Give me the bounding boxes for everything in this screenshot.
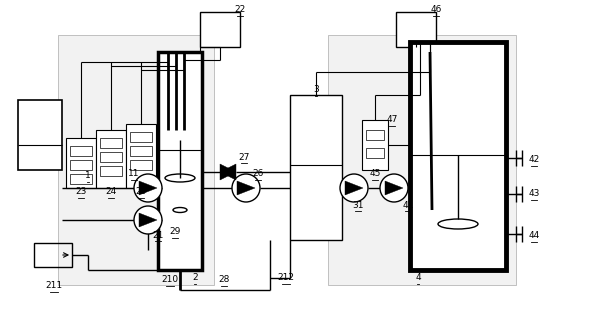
Text: 24: 24 bbox=[105, 187, 117, 197]
Text: 31: 31 bbox=[352, 201, 363, 209]
Polygon shape bbox=[385, 181, 403, 195]
Bar bbox=[396, 12, 436, 47]
Text: 4: 4 bbox=[415, 273, 421, 283]
Bar bbox=[96, 130, 126, 188]
Circle shape bbox=[134, 206, 162, 234]
Text: 27: 27 bbox=[239, 153, 250, 161]
Polygon shape bbox=[220, 164, 236, 180]
Bar bbox=[100, 152, 122, 162]
Text: 21: 21 bbox=[152, 230, 163, 240]
Bar bbox=[362, 120, 388, 170]
Text: 11: 11 bbox=[128, 170, 140, 178]
Polygon shape bbox=[139, 213, 157, 227]
Text: 41: 41 bbox=[403, 201, 414, 209]
Circle shape bbox=[340, 174, 368, 202]
Polygon shape bbox=[237, 181, 255, 195]
Text: 1: 1 bbox=[85, 171, 91, 181]
Bar bbox=[366, 148, 384, 158]
Bar bbox=[100, 138, 122, 148]
Bar bbox=[158, 52, 202, 270]
Bar bbox=[200, 12, 240, 47]
Text: 28: 28 bbox=[218, 275, 230, 284]
Text: 46: 46 bbox=[430, 6, 442, 14]
Text: 29: 29 bbox=[169, 228, 181, 236]
Bar bbox=[70, 146, 92, 156]
Bar bbox=[328, 35, 516, 285]
Bar bbox=[290, 95, 342, 240]
Bar bbox=[18, 100, 62, 170]
Text: 211: 211 bbox=[46, 281, 63, 290]
Bar bbox=[410, 42, 506, 270]
Bar bbox=[70, 174, 92, 184]
Text: 26: 26 bbox=[252, 170, 263, 178]
Text: 22: 22 bbox=[234, 6, 246, 14]
Bar bbox=[66, 138, 96, 188]
Text: 42: 42 bbox=[529, 155, 540, 165]
Circle shape bbox=[134, 174, 162, 202]
Polygon shape bbox=[345, 181, 363, 195]
Text: 25: 25 bbox=[136, 187, 147, 197]
Circle shape bbox=[380, 174, 408, 202]
Text: 210: 210 bbox=[162, 275, 179, 284]
Circle shape bbox=[232, 174, 260, 202]
Polygon shape bbox=[220, 164, 236, 180]
Text: 212: 212 bbox=[278, 273, 294, 283]
Bar bbox=[100, 166, 122, 176]
Bar bbox=[126, 124, 156, 188]
Bar bbox=[130, 132, 152, 142]
Bar bbox=[58, 35, 214, 285]
Text: 2: 2 bbox=[192, 273, 198, 283]
Bar bbox=[366, 130, 384, 140]
Polygon shape bbox=[139, 181, 157, 195]
Bar bbox=[130, 146, 152, 156]
Text: 44: 44 bbox=[529, 231, 540, 241]
Bar bbox=[70, 160, 92, 170]
Text: 3: 3 bbox=[313, 85, 319, 95]
Text: 43: 43 bbox=[528, 190, 540, 198]
Bar bbox=[130, 160, 152, 170]
Text: 23: 23 bbox=[75, 187, 86, 197]
Text: 47: 47 bbox=[387, 116, 398, 124]
Text: 45: 45 bbox=[369, 170, 381, 178]
